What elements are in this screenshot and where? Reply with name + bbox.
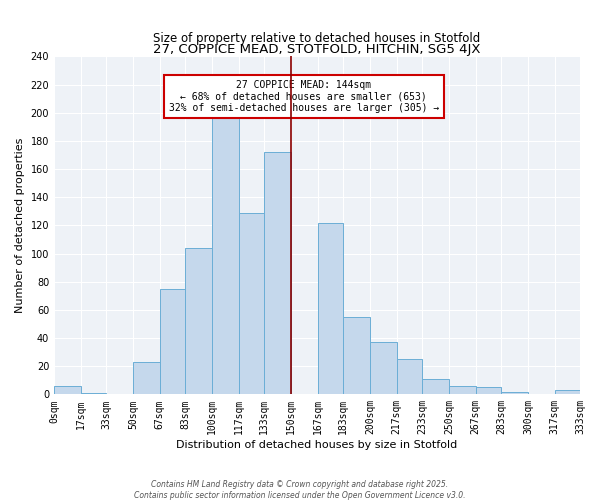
Text: Size of property relative to detached houses in Stotfold: Size of property relative to detached ho…	[154, 32, 481, 44]
Y-axis label: Number of detached properties: Number of detached properties	[15, 138, 25, 313]
Bar	[318, 222, 343, 394]
X-axis label: Distribution of detached houses by size in Stotfold: Distribution of detached houses by size …	[176, 440, 458, 450]
Bar	[555, 390, 580, 394]
Bar	[54, 386, 81, 394]
Title: 27, COPPICE MEAD, STOTFOLD, HITCHIN, SG5 4JX: 27, COPPICE MEAD, STOTFOLD, HITCHIN, SG5…	[153, 44, 481, 57]
Text: Contains HM Land Registry data © Crown copyright and database right 2025.
Contai: Contains HM Land Registry data © Crown c…	[134, 480, 466, 500]
Text: 27 COPPICE MEAD: 144sqm
← 68% of detached houses are smaller (653)
32% of semi-d: 27 COPPICE MEAD: 144sqm ← 68% of detache…	[169, 80, 439, 114]
Bar	[185, 248, 212, 394]
Bar	[343, 317, 370, 394]
Bar	[422, 379, 449, 394]
Bar	[81, 393, 106, 394]
Bar	[264, 152, 291, 394]
Bar	[212, 113, 239, 394]
Bar	[501, 392, 528, 394]
Bar	[239, 212, 264, 394]
Bar	[449, 386, 476, 394]
Bar	[397, 359, 422, 394]
Bar	[160, 289, 185, 395]
Bar	[133, 362, 160, 394]
Bar	[370, 342, 397, 394]
Bar	[476, 388, 501, 394]
